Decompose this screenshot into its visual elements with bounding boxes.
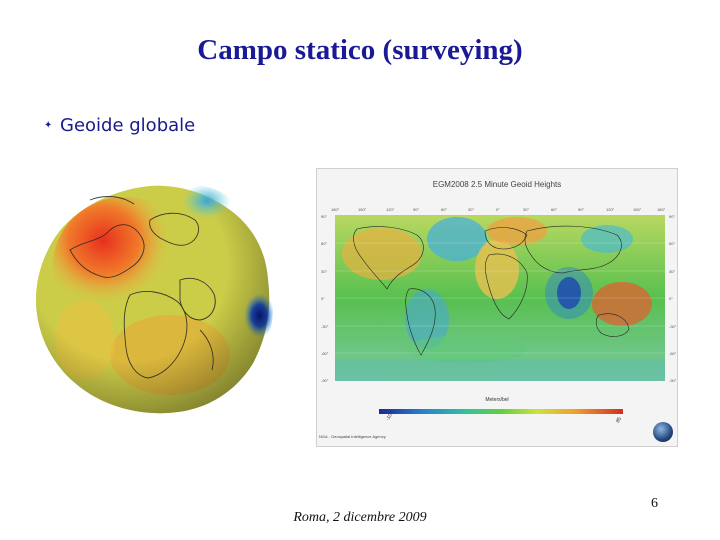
lat-tick-label: -30° <box>321 324 329 329</box>
slide-title: Campo statico (surveying) <box>197 34 523 66</box>
lat-tick-label: -60° <box>321 351 329 356</box>
bullet-item: ✦ Geoide globale <box>44 115 195 136</box>
lon-tick-label: 90° <box>578 207 584 212</box>
lon-tick-label: 30° <box>523 207 529 212</box>
lat-tick-label: -90° <box>321 378 329 383</box>
bullet-icon: ✦ <box>44 120 53 131</box>
lon-tick-label: 120° <box>606 207 615 212</box>
colorbar-label: Meters/bel <box>485 397 509 403</box>
geoid-heights-map: EGM2008 2.5 Minute Geoid Heights <box>316 168 678 447</box>
lat-tick-label: 90° <box>321 214 327 219</box>
lon-tick-label: 90° <box>413 207 419 212</box>
lon-tick-label: 150° <box>358 207 367 212</box>
colorbar <box>379 409 623 414</box>
lat-tick-label: -30° <box>669 324 677 329</box>
lon-tick-label: 180° <box>331 207 340 212</box>
lon-tick-label: 30° <box>468 207 474 212</box>
lat-tick-label: 0° <box>669 296 673 301</box>
lon-tick-label: 120° <box>386 207 395 212</box>
page-number: 6 <box>651 496 658 511</box>
lat-tick-label: -90° <box>669 378 677 383</box>
lon-tick-label: 0° <box>496 207 500 212</box>
map-credit: NGA - Geospatial Intelligence Agency <box>319 434 386 439</box>
lat-tick-label: 30° <box>669 269 675 274</box>
lon-tick-label: 60° <box>551 207 557 212</box>
footer-date: Roma, 2 dicembre 2009 <box>293 510 427 525</box>
map-title: EGM2008 2.5 Minute Geoid Heights <box>432 180 562 189</box>
lon-tick-label: 60° <box>441 207 447 212</box>
lat-tick-label: 60° <box>669 241 675 246</box>
geoid-globe-image <box>30 180 275 415</box>
agency-logo-icon <box>653 422 673 442</box>
bullet-text: Geoide globale <box>60 115 196 136</box>
lat-tick-label: 60° <box>321 241 327 246</box>
lon-tick-label: 180° <box>657 207 666 212</box>
lat-tick-label: 0° <box>321 296 325 301</box>
lon-tick-label: 150° <box>633 207 642 212</box>
lat-tick-label: -60° <box>669 351 677 356</box>
lat-tick-label: 30° <box>321 269 327 274</box>
lat-tick-label: 90° <box>669 214 675 219</box>
